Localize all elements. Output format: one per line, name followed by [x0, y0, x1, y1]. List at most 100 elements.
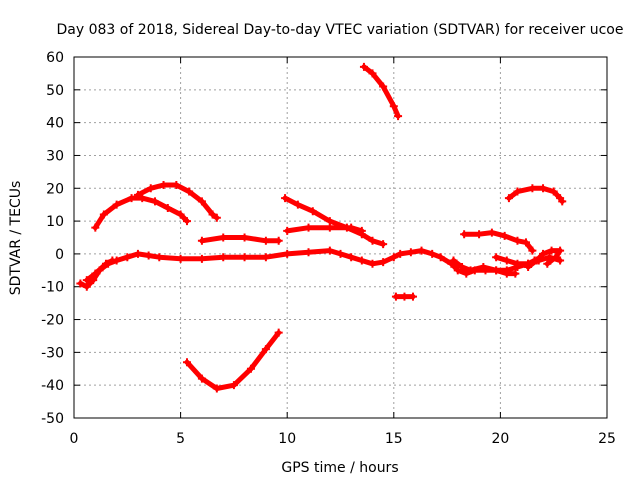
data-point	[500, 231, 509, 240]
data-point	[283, 226, 292, 235]
data-point	[304, 223, 313, 232]
data-layer	[76, 62, 567, 393]
data-point	[144, 251, 153, 260]
y-tick-label: -40	[41, 378, 64, 394]
data-point	[460, 230, 469, 239]
data-point	[466, 266, 475, 275]
data-point	[539, 249, 548, 258]
data-point	[511, 269, 520, 278]
data-point	[172, 180, 181, 189]
data-point	[261, 236, 270, 245]
data-point	[146, 184, 155, 193]
data-point	[246, 364, 255, 373]
data-point	[543, 259, 552, 268]
data-point	[379, 82, 388, 91]
data-point	[185, 187, 194, 196]
data-point	[151, 197, 160, 206]
data-point	[449, 256, 458, 265]
data-point	[325, 246, 334, 255]
y-tick-label: -10	[41, 280, 64, 296]
data-point	[389, 102, 398, 111]
data-point	[281, 194, 290, 203]
y-tick-label: -30	[41, 345, 64, 361]
data-point	[219, 253, 228, 262]
data-point	[274, 328, 283, 337]
data-point	[458, 263, 467, 272]
data-point	[347, 223, 356, 232]
data-point	[219, 233, 228, 242]
data-point	[91, 269, 100, 278]
data-point	[551, 253, 560, 262]
data-point	[325, 223, 334, 232]
data-point	[159, 180, 168, 189]
data-point	[99, 210, 108, 219]
y-axis-label: SDTVAR / TECUs	[8, 181, 24, 296]
data-point	[513, 259, 522, 268]
data-point	[182, 358, 191, 367]
data-point	[197, 374, 206, 383]
data-point	[389, 253, 398, 262]
data-point	[549, 187, 558, 196]
data-point	[479, 263, 488, 272]
x-axis-label: GPS time / hours	[281, 460, 398, 476]
data-point	[212, 213, 221, 222]
data-point	[212, 384, 221, 393]
data-point	[336, 249, 345, 258]
data-point	[308, 207, 317, 216]
data-point	[240, 233, 249, 242]
data-point	[556, 246, 565, 255]
data-point	[502, 256, 511, 265]
x-tick-label: 15	[385, 431, 403, 447]
data-point	[492, 266, 501, 275]
data-point	[368, 259, 377, 268]
data-point	[261, 253, 270, 262]
data-series	[282, 195, 386, 247]
data-point	[453, 266, 462, 275]
data-point	[197, 254, 206, 263]
y-tick-label: 10	[46, 214, 64, 230]
data-point	[391, 292, 400, 301]
y-tick-label: 20	[46, 181, 64, 197]
data-point	[357, 226, 366, 235]
data-point	[283, 249, 292, 258]
data-point	[502, 266, 511, 275]
data-point	[556, 256, 565, 265]
data-point	[408, 292, 417, 301]
data-point	[274, 236, 283, 245]
data-point	[368, 236, 377, 245]
y-tick-label: -20	[41, 313, 64, 329]
y-tick-label: 30	[46, 148, 64, 164]
data-point	[368, 69, 377, 78]
chart-title: Day 083 of 2018, Sidereal Day-to-day VTE…	[57, 22, 624, 38]
data-point	[521, 238, 530, 247]
data-point	[112, 200, 121, 209]
data-point	[504, 194, 513, 203]
data-point	[436, 253, 445, 262]
data-point	[547, 246, 556, 255]
y-tick-label: -50	[41, 411, 64, 427]
data-point	[101, 259, 110, 268]
tick-labels: 0 5 10 15 20 25 60 50 40 30 20 10 0 -10 -20 -30 -40 -50	[41, 50, 616, 447]
data-point	[304, 248, 313, 257]
data-point	[428, 249, 437, 258]
x-tick-label: 5	[176, 431, 185, 447]
data-point	[133, 249, 142, 258]
data-point	[417, 246, 426, 255]
data-point	[532, 256, 541, 265]
data-point	[240, 253, 249, 262]
y-tick-label: 0	[55, 247, 64, 263]
data-point	[347, 253, 356, 262]
data-point	[379, 258, 388, 267]
data-point	[379, 240, 388, 249]
y-tick-label: 60	[46, 50, 64, 66]
axes	[73, 56, 608, 419]
data-point	[400, 292, 409, 301]
data-point	[91, 223, 100, 232]
y-tick-label: 40	[46, 116, 64, 132]
data-point	[176, 254, 185, 263]
data-point	[475, 230, 484, 239]
data-point	[208, 210, 217, 219]
data-point	[539, 184, 548, 193]
